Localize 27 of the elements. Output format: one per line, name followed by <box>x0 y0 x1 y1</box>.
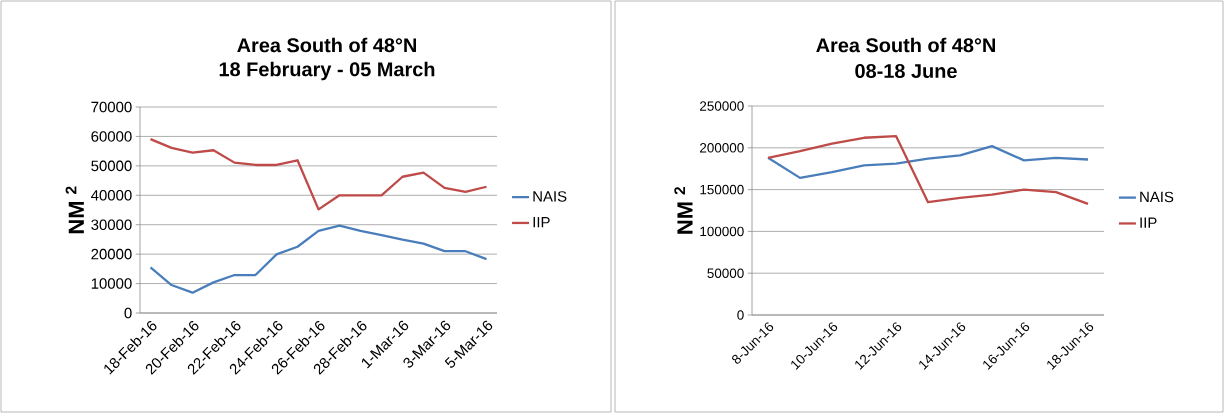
y-tick-label: 200000 <box>700 143 744 153</box>
line-series <box>149 224 488 294</box>
chart-subtitle: 18 February - 05 March <box>219 61 435 81</box>
y-tick-label: 30000 <box>91 219 132 230</box>
legend-label: IIP <box>1140 217 1157 228</box>
y-tick-label: 50000 <box>707 268 744 278</box>
y-axis-title: NM $^{2}$ <box>65 186 84 234</box>
line-series <box>766 134 1090 205</box>
y-tick-label: 0 <box>737 310 744 320</box>
legend-label: NAIS <box>1140 191 1174 203</box>
y-tick-label: 50000 <box>91 160 132 172</box>
y-tick-label: 10000 <box>91 278 132 289</box>
y-tick-label: 60000 <box>91 131 132 142</box>
legend-label: NAIS <box>533 191 567 202</box>
chart-title: Area South of 48°N <box>816 37 995 53</box>
y-tick-label: 40000 <box>91 189 132 201</box>
y-axis-title: NM $^{2}$ <box>674 187 693 234</box>
y-tick-label: 70000 <box>91 101 132 113</box>
y-tick-label: 250000 <box>700 101 744 111</box>
legend-label: IIP <box>533 217 550 228</box>
y-tick-label: 150000 <box>700 184 744 195</box>
y-tick-label: 0 <box>124 307 132 319</box>
y-tick-label: 100000 <box>700 226 744 237</box>
y-tick-label: 20000 <box>91 248 132 260</box>
line-series <box>766 144 1090 180</box>
chart-subtitle: 08-18 June <box>855 63 957 79</box>
chart-title: Area South of 48°N <box>237 37 416 53</box>
